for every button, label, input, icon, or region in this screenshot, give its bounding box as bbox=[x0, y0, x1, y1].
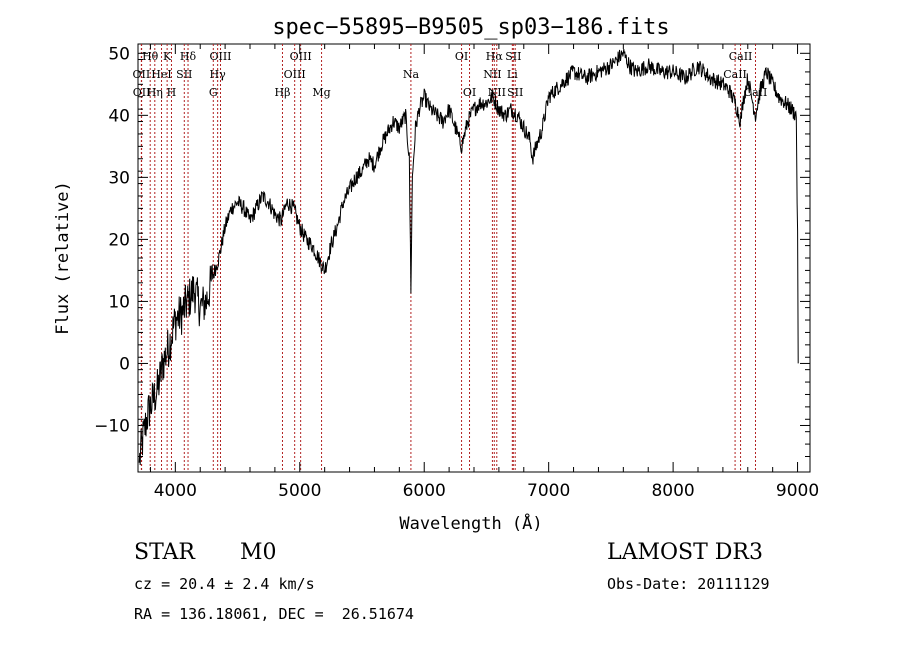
emission-line-label: Hα bbox=[486, 50, 504, 63]
emission-line-label: CaII bbox=[723, 68, 747, 81]
y-tick-label: 20 bbox=[108, 230, 130, 250]
emission-line-label: NII bbox=[483, 68, 501, 81]
redshift-readout: cz = 20.4 ± 2.4 km/s bbox=[134, 575, 315, 593]
coordinates: RA = 136.18061, DEC = 26.51674 bbox=[134, 605, 414, 623]
y-tick-label: 50 bbox=[108, 44, 130, 64]
emission-line-label: K bbox=[163, 50, 172, 63]
emission-line-label: Li bbox=[507, 68, 518, 81]
y-tick-label: 40 bbox=[108, 106, 130, 126]
emission-line-label: OIII bbox=[209, 50, 231, 63]
emission-line-label: G bbox=[209, 86, 218, 99]
emission-line-label: OII bbox=[133, 68, 151, 81]
emission-line-label: Na bbox=[403, 68, 420, 81]
x-axis-ticks: 4000 5000 6000 7000 8000 9000 bbox=[149, 44, 819, 501]
emission-line-label: SII bbox=[176, 68, 192, 81]
emission-line-label: H bbox=[167, 86, 177, 99]
emission-lines bbox=[140, 44, 756, 472]
x-tick-label: 9000 bbox=[776, 481, 819, 501]
x-axis-label: Wavelength (Å) bbox=[399, 512, 542, 534]
emission-line-label: Hθ bbox=[142, 50, 159, 63]
x-tick-label: 7000 bbox=[527, 481, 570, 501]
plot-frame bbox=[137, 43, 811, 473]
emission-line-label: Hδ bbox=[180, 50, 197, 63]
object-class: STAR bbox=[134, 540, 196, 565]
emission-labels: Hθ OII OII K HeI Hη H SII Hδ OIII Hγ G Hβ OIII OIII Mg N… bbox=[133, 50, 768, 99]
emission-line-label: SII bbox=[505, 50, 521, 63]
emission-line-label: CaII bbox=[729, 50, 753, 63]
x-tick-label: 6000 bbox=[403, 481, 446, 501]
emission-line-label: OIII bbox=[284, 68, 306, 81]
emission-line-label: OI bbox=[463, 86, 476, 99]
spectrum-line bbox=[138, 48, 799, 466]
emission-line-label: HeI bbox=[151, 68, 171, 81]
emission-line-label: OI bbox=[455, 50, 468, 63]
y-tick-label: −10 bbox=[94, 416, 130, 436]
y-tick-label: 0 bbox=[119, 354, 130, 374]
obs-date: Obs-Date: 20111129 bbox=[607, 575, 770, 593]
emission-line-label: Hη bbox=[147, 86, 163, 99]
x-tick-label: 4000 bbox=[154, 481, 197, 501]
x-tick-label: 5000 bbox=[278, 481, 321, 501]
emission-line-label: Hβ bbox=[275, 86, 291, 99]
y-tick-label: 30 bbox=[108, 168, 130, 188]
emission-line-label: Mg bbox=[312, 86, 330, 99]
emission-line-label: OII bbox=[133, 86, 151, 99]
emission-line-label: Hγ bbox=[210, 68, 227, 81]
y-tick-label: 10 bbox=[108, 292, 130, 312]
y-axis-label: Flux (relative) bbox=[53, 181, 73, 335]
emission-line-label: SII bbox=[507, 86, 523, 99]
x-tick-label: 8000 bbox=[651, 481, 694, 501]
y-axis-ticks: −10 0 10 20 30 40 50 bbox=[94, 44, 810, 457]
survey-name: LAMOST DR3 bbox=[607, 540, 763, 565]
chart-title: spec−55895−B9505_sp03−186.fits bbox=[272, 15, 669, 40]
object-subclass: M0 bbox=[240, 540, 277, 565]
emission-line-label: OIII bbox=[290, 50, 312, 63]
